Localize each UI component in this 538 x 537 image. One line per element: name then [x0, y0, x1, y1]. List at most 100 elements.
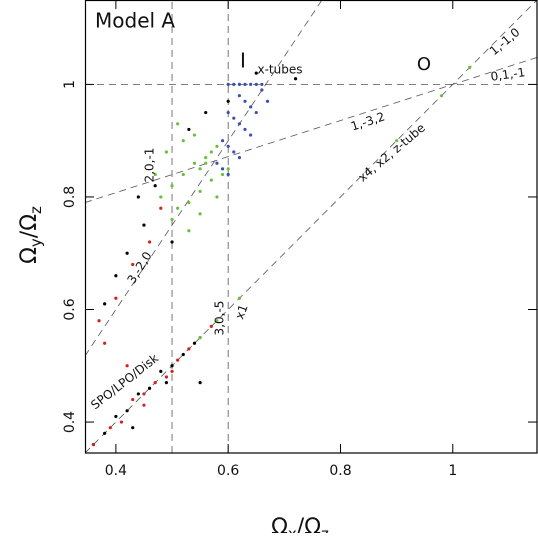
point [249, 105, 253, 109]
point [243, 127, 247, 132]
point [204, 155, 208, 160]
x-tick-label: 0.6 [217, 463, 239, 479]
point [159, 369, 163, 374]
point [131, 397, 135, 402]
point [220, 172, 225, 177]
point [187, 200, 191, 205]
annotation: 1,-1,0 [487, 25, 523, 58]
x-tick-label: 1 [448, 463, 457, 479]
point [226, 99, 230, 103]
point [209, 178, 213, 182]
point [237, 155, 242, 160]
y-tick-label: 0.8 [62, 186, 78, 208]
point [192, 161, 197, 165]
point [125, 409, 129, 413]
point [136, 195, 140, 199]
point [215, 144, 219, 148]
point [114, 274, 118, 278]
y-tick-label: 0.4 [62, 411, 78, 433]
x-tick-label: 0.4 [105, 463, 127, 479]
point [468, 65, 472, 70]
point [153, 184, 157, 188]
point [114, 414, 118, 419]
point [215, 319, 219, 323]
point [254, 71, 258, 75]
point [232, 150, 236, 154]
point [131, 262, 135, 267]
point [147, 240, 152, 244]
annotation: x-tubes [258, 63, 303, 77]
point [209, 324, 213, 328]
point [226, 144, 230, 148]
point [97, 319, 101, 323]
point [293, 77, 298, 81]
point [103, 431, 107, 435]
point [243, 82, 247, 87]
point [142, 403, 146, 407]
point [164, 375, 169, 379]
point [125, 251, 129, 255]
point [108, 426, 112, 430]
annotation: 3,0,-5 [213, 301, 227, 336]
point [192, 133, 197, 137]
guide-line [85, 0, 323, 357]
annotation: 1,-3,2 [349, 109, 386, 133]
point [114, 296, 118, 300]
point [204, 110, 208, 115]
point [243, 99, 247, 103]
point [254, 82, 258, 87]
point [198, 381, 202, 385]
point [159, 195, 163, 199]
point [170, 364, 174, 368]
y-tick-label: 1 [62, 80, 78, 89]
point [153, 381, 157, 385]
point [176, 358, 180, 362]
point [164, 150, 169, 154]
point [237, 122, 242, 126]
point [170, 240, 174, 244]
point [103, 341, 107, 345]
point [226, 110, 230, 115]
point [232, 82, 236, 87]
point [187, 347, 191, 351]
y-tick-label: 0.6 [62, 298, 78, 320]
point [254, 110, 258, 115]
guide-line [85, 0, 537, 453]
point [136, 392, 140, 396]
plot-area [85, 0, 537, 453]
point [131, 426, 135, 430]
point [198, 336, 202, 340]
point [170, 217, 174, 222]
point [215, 195, 219, 199]
point [147, 386, 152, 390]
point [187, 229, 191, 233]
annotation: 2,0,-1 [143, 148, 157, 183]
point [181, 352, 185, 357]
x-axis-label: Ωx/Ωz [271, 515, 329, 533]
point [215, 161, 219, 165]
point [170, 184, 174, 188]
point [220, 139, 225, 143]
point [192, 341, 197, 345]
point [265, 99, 270, 103]
point [176, 122, 180, 126]
point [249, 133, 253, 137]
point [226, 167, 230, 171]
annotation: x4, x2, z-tube [356, 121, 428, 185]
point [181, 172, 185, 177]
point [153, 172, 157, 177]
point [226, 82, 230, 87]
point [249, 82, 253, 87]
annotation: SPO/LPO/Disk [88, 351, 161, 412]
point [237, 94, 242, 98]
point [170, 369, 174, 374]
chart-title: Model A [95, 9, 175, 33]
point [198, 167, 202, 171]
y-axis-label: Ωy/Ωz [17, 206, 45, 264]
point [142, 392, 146, 396]
point [103, 302, 107, 306]
point [125, 364, 129, 368]
point [159, 206, 163, 210]
point [395, 139, 399, 143]
